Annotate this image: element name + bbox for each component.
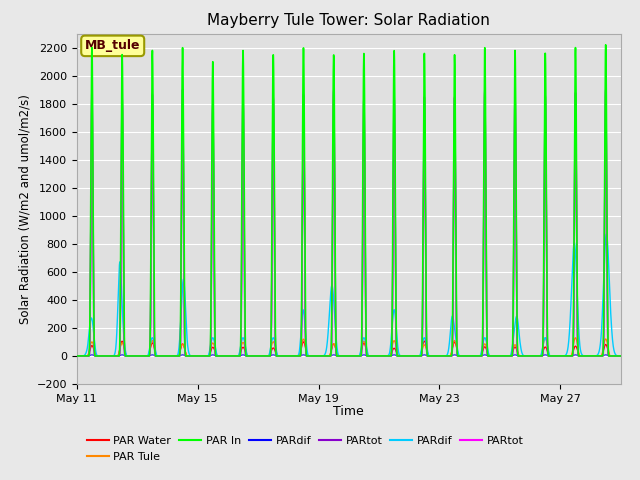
Y-axis label: Solar Radiation (W/m2 and umol/m2/s): Solar Radiation (W/m2 and umol/m2/s)	[18, 94, 31, 324]
Text: MB_tule: MB_tule	[85, 39, 140, 52]
Title: Mayberry Tule Tower: Solar Radiation: Mayberry Tule Tower: Solar Radiation	[207, 13, 490, 28]
Legend: PAR Water, PAR Tule, PAR In, PARdif, PARtot, PARdif, PARtot: PAR Water, PAR Tule, PAR In, PARdif, PAR…	[83, 432, 528, 466]
X-axis label: Time: Time	[333, 405, 364, 418]
